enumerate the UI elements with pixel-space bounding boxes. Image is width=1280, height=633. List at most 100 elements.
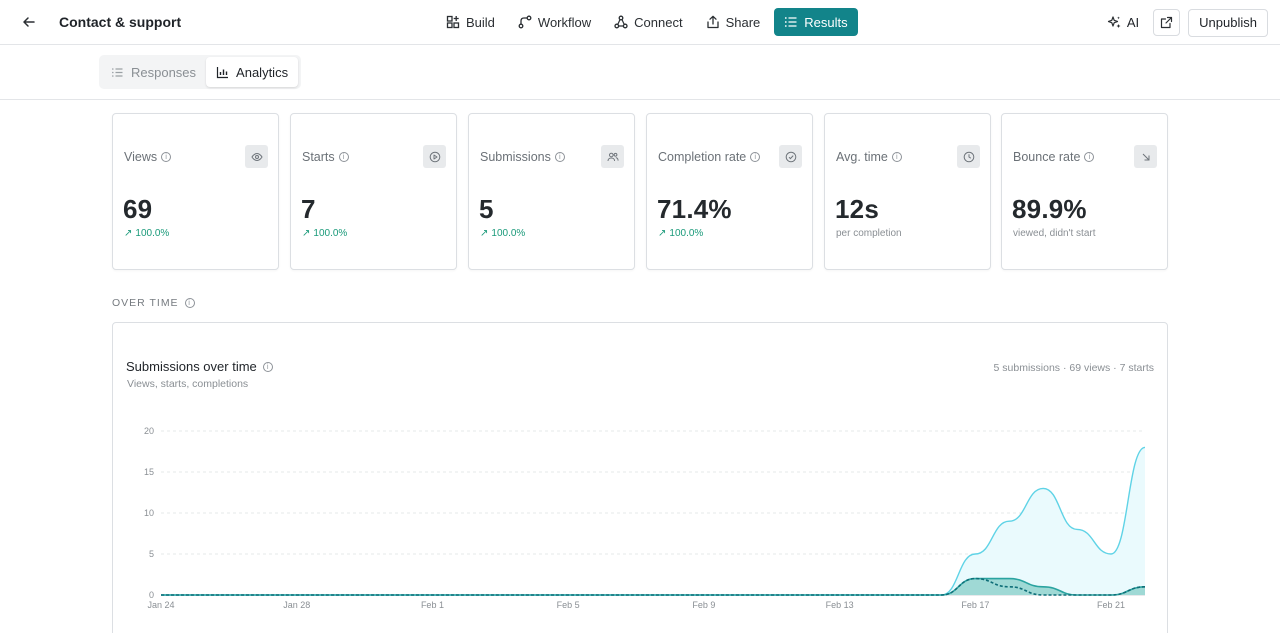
nav-workflow-label: Workflow	[537, 14, 592, 30]
kpi-trend: ↗ 100.0%	[480, 228, 525, 239]
y-tick-label: 10	[144, 508, 154, 518]
kpi-value: 5	[479, 194, 494, 224]
tab-analytics[interactable]: Analytics	[206, 57, 299, 87]
kpi-label: Views	[124, 150, 158, 164]
x-tick-label: Feb 13	[826, 600, 854, 610]
kpi-label: Starts	[302, 150, 335, 164]
kpi-card-views: Views i 69 ↗ 100.0%	[112, 113, 279, 270]
open-external-button[interactable]	[1153, 9, 1181, 36]
kpi-card-completion-rate: Completion rate i 71.4% ↗ 100.0%	[646, 113, 813, 270]
info-icon[interactable]: i	[262, 361, 273, 372]
bar-chart-icon	[216, 66, 229, 78]
y-tick-label: 0	[149, 590, 154, 600]
top-bar: Contact & support Build Workflow Connect…	[0, 0, 1280, 45]
x-tick-label: Feb 17	[961, 600, 989, 610]
x-tick-label: Feb 21	[1097, 600, 1125, 610]
info-icon[interactable]: i	[750, 152, 761, 162]
x-tick-label: Feb 5	[557, 600, 580, 610]
list-icon	[785, 17, 797, 27]
nav-build[interactable]: Build	[437, 8, 504, 36]
nav-build-label: Build	[466, 14, 495, 30]
external-link-icon	[1161, 16, 1173, 29]
section-label: OVER TIME	[112, 297, 179, 309]
section-label-wrap: OVER TIME i	[112, 297, 195, 309]
tab-responses[interactable]: Responses	[101, 57, 206, 87]
kpi-label-wrap: Submissions i	[480, 150, 565, 164]
trend-up-icon: ↗	[480, 228, 489, 239]
series-line	[161, 577, 1146, 596]
connect-icon	[614, 15, 628, 29]
kpi-label-wrap: Completion rate i	[658, 150, 761, 164]
kpi-trend-value: 100.0%	[669, 228, 704, 239]
kpi-value: 7	[301, 194, 316, 224]
kpi-card-starts: Starts i 7 ↗ 100.0%	[290, 113, 457, 270]
nav-share[interactable]: Share	[697, 8, 770, 36]
chart-panel: Submissions over time i Views, starts, c…	[112, 322, 1168, 633]
kpi-trend: ↗ 100.0%	[658, 228, 703, 239]
kpi-label: Avg. time	[836, 150, 888, 164]
submissions-chart: 0 5 10 15 20 Jan 24 Jan 28 Feb 1 Feb 5 Feb 9 Feb 1…	[144, 426, 1146, 610]
x-tick-label: Jan 28	[283, 600, 310, 610]
trend-up-icon: ↗	[302, 228, 311, 239]
nav-connect[interactable]: Connect	[605, 8, 691, 36]
kpi-trend-value: 100.0%	[135, 228, 170, 239]
kpi-trend-value: 100.0%	[491, 228, 526, 239]
header-actions: AI Unpublish	[1101, 8, 1268, 37]
y-tick-label: 20	[144, 426, 154, 436]
kpi-label-wrap: Bounce rate i	[1013, 150, 1095, 164]
eye-icon	[245, 145, 268, 168]
nav-results-label: Results	[804, 14, 848, 30]
nav-results[interactable]: Results	[774, 8, 858, 36]
chart-subtitle: Views, starts, completions	[127, 378, 249, 390]
info-icon[interactable]: i	[184, 298, 195, 308]
kpi-value: 71.4%	[657, 194, 732, 224]
nav-share-label: Share	[725, 14, 761, 30]
arrow-left-icon	[23, 17, 35, 27]
info-icon[interactable]: i	[338, 152, 349, 162]
kpi-label: Completion rate	[658, 150, 747, 164]
blocks-icon	[446, 15, 460, 29]
check-circle-icon	[779, 145, 802, 168]
share-icon	[706, 15, 719, 29]
kpi-subtext: per completion	[836, 228, 902, 239]
sparkles-icon	[1107, 16, 1121, 28]
chart-title: Submissions over time	[126, 359, 257, 374]
kpi-trend: ↗ 100.0%	[302, 228, 347, 239]
trend-up-icon: ↗	[124, 228, 133, 239]
info-icon[interactable]: i	[161, 152, 172, 162]
back-button[interactable]	[18, 11, 40, 33]
kpi-subtext: viewed, didn't start	[1013, 228, 1096, 239]
info-icon[interactable]: i	[891, 152, 902, 162]
ai-label: AI	[1126, 15, 1140, 30]
kpi-value: 69	[123, 194, 153, 224]
x-tick-label: Feb 9	[692, 600, 715, 610]
kpi-label: Bounce rate	[1013, 150, 1081, 164]
main-nav: Build Workflow Connect Share Results	[437, 8, 863, 36]
chart-title-wrap: Submissions over time i	[126, 359, 273, 374]
kpi-card-submissions: Submissions i 5 ↗ 100.0%	[468, 113, 635, 270]
users-icon	[601, 145, 624, 168]
x-tick-label: Jan 24	[147, 600, 174, 610]
y-tick-label: 5	[149, 549, 154, 559]
kpi-trend: ↗ 100.0%	[124, 228, 169, 239]
arrow-down-right-icon	[1134, 145, 1157, 168]
nav-connect-label: Connect	[634, 14, 683, 30]
info-icon[interactable]: i	[1084, 152, 1095, 162]
kpi-label-wrap: Views i	[124, 150, 172, 164]
unpublish-button[interactable]: Unpublish	[1188, 8, 1268, 37]
tab-analytics-label: Analytics	[236, 64, 289, 80]
tab-responses-label: Responses	[131, 64, 197, 80]
kpi-value: 12s	[835, 194, 879, 224]
info-icon[interactable]: i	[554, 152, 565, 162]
series-area	[161, 578, 1145, 595]
kpi-label: Submissions	[480, 150, 551, 164]
results-view-switch: Responses Analytics	[99, 55, 301, 89]
x-tick-label: Feb 1	[421, 600, 444, 610]
nav-workflow[interactable]: Workflow	[509, 8, 600, 36]
ai-button[interactable]: AI	[1101, 9, 1145, 37]
kpi-card-avg-time: Avg. time i 12s per completion	[824, 113, 991, 270]
kpi-trend-value: 100.0%	[313, 228, 348, 239]
kpi-label-wrap: Avg. time i	[836, 150, 902, 164]
results-subbar: Responses Analytics	[0, 45, 1280, 100]
workflow-icon	[518, 15, 532, 29]
